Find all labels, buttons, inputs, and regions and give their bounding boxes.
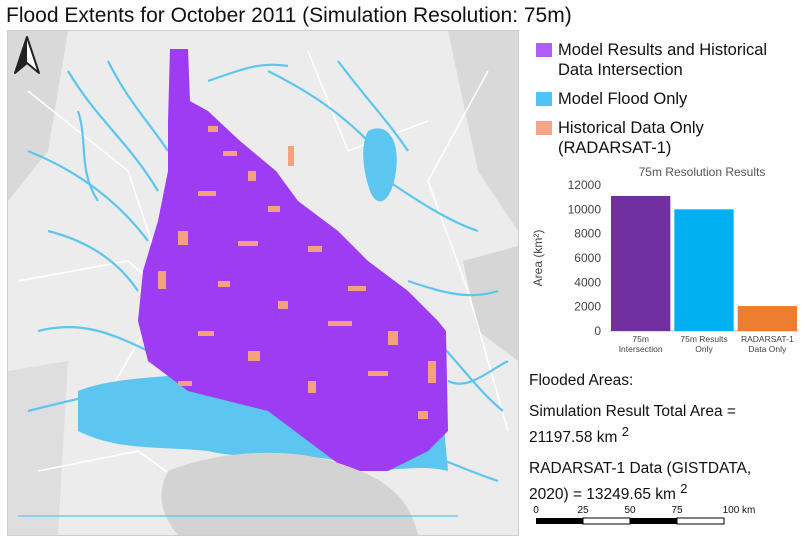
simulation-line2: 21197.58 km — [529, 429, 618, 447]
intersection-area — [138, 49, 448, 471]
y-tick-label: 6000 — [574, 251, 601, 265]
radarsat-line2: 2020) = 13249.65 km — [529, 486, 676, 504]
map-legend: Model Results and Historical Data Inters… — [536, 40, 801, 167]
simulation-sup: 2 — [621, 424, 629, 439]
bar-0 — [611, 195, 671, 331]
flood-map[interactable] — [7, 30, 519, 536]
scale-seg-2 — [582, 517, 631, 525]
y-tick-label: 8000 — [574, 227, 601, 241]
radarsat-total-area: RADARSAT-1 Data (GISTDATA, 2020) = 13249… — [529, 459, 799, 505]
x-tick-label: 75m — [632, 334, 649, 344]
flooded-areas-notes: Flooded Areas: Simulation Result Total A… — [529, 371, 799, 516]
x-tick-label: 75m Results — [680, 334, 727, 344]
flood-map-canvas — [8, 31, 518, 535]
y-tick-label: 10000 — [568, 202, 602, 216]
radarsat-line1: RADARSAT-1 Data (GISTDATA, — [529, 460, 752, 478]
radarsat-sup: 2 — [680, 481, 688, 497]
simulation-total-area: Simulation Result Total Area = 21197.58 … — [529, 402, 799, 448]
swatch-historical-only — [536, 121, 552, 135]
legend-label-intersection: Model Results and Historical Data Inters… — [558, 41, 768, 79]
x-tick-label: Intersection — [619, 344, 663, 354]
swatch-intersection — [536, 43, 552, 57]
scale-label-100: 100 km — [723, 505, 756, 516]
notes-heading: Flooded Areas: — [529, 372, 634, 389]
scale-seg-4 — [676, 517, 725, 525]
scale-label-0: 0 — [533, 505, 539, 516]
chart-title: 75m Resolution Results — [639, 165, 766, 179]
scale-label-50: 50 — [624, 505, 636, 516]
legend-label-model-only: Model Flood Only — [558, 90, 688, 108]
gulf-water — [161, 452, 418, 535]
y-tick-label: 12000 — [568, 178, 602, 192]
historical-only-patches — [158, 126, 436, 419]
y-tick-label: 2000 — [574, 300, 601, 314]
terrain-east-2 — [463, 246, 518, 361]
y-tick-label: 4000 — [574, 275, 601, 289]
scale-seg-3 — [630, 518, 677, 524]
scale-bar-canvas: 0 25 50 75 100 km — [533, 505, 756, 525]
north-arrow-icon — [14, 36, 40, 74]
scale-seg-1 — [536, 518, 583, 524]
terrain-west — [8, 31, 68, 201]
y-tick-label: 0 — [594, 324, 601, 338]
bar-2 — [737, 306, 797, 331]
resolution-results-chart: 75m Resolution Results 0 2000 4000 6000 8000 1… — [527, 158, 805, 373]
scale-label-25: 25 — [577, 505, 589, 516]
legend-item-historical-only: Historical Data Only (RADARSAT-1) — [536, 118, 801, 158]
x-tick-label: Data Only — [748, 344, 787, 354]
scale-label-75: 75 — [671, 505, 683, 516]
legend-item-intersection: Model Results and Historical Data Inters… — [536, 40, 801, 80]
legend-label-historical-only: Historical Data Only (RADARSAT-1) — [558, 119, 704, 157]
legend-item-model-only: Model Flood Only — [536, 89, 801, 109]
terrain-southwest — [8, 361, 68, 535]
scale-bar: 0 25 50 75 100 km — [527, 502, 797, 536]
bar-chart-canvas: 75m Resolution Results 0 2000 4000 6000 8000 1… — [531, 165, 799, 354]
x-tick-label: RADARSAT-1 — [741, 334, 794, 344]
swatch-model-only — [536, 92, 552, 106]
bar-1 — [674, 209, 734, 331]
y-axis-label: Area (km²) — [531, 230, 545, 287]
x-tick-label: Only — [695, 344, 713, 354]
simulation-line1: Simulation Result Total Area = — [529, 403, 736, 420]
map-title: Flood Extents for October 2011 (Simulati… — [6, 4, 572, 27]
model-flood-lake — [363, 128, 397, 202]
terrain-east — [448, 31, 518, 231]
